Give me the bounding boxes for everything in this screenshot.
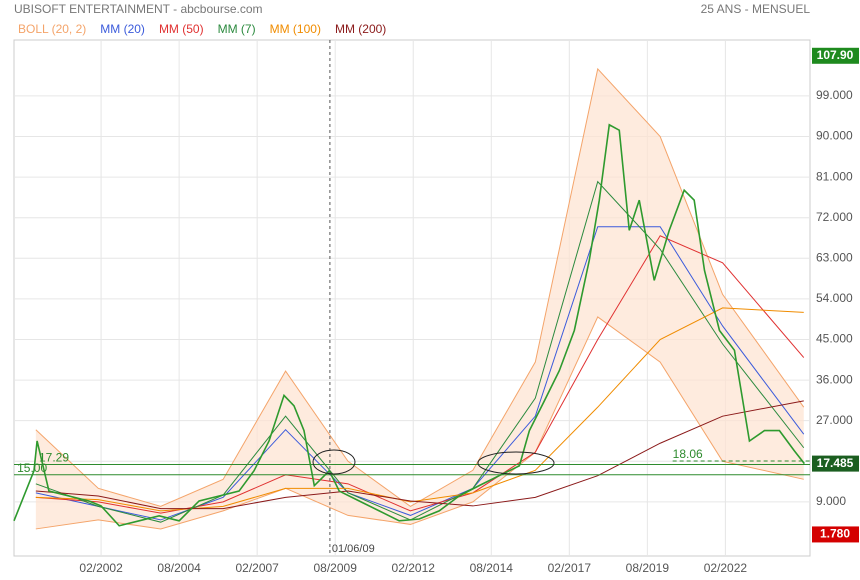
price-line [13,123,806,527]
moving-average [35,400,804,510]
legend-entry: MM (50) [159,22,204,36]
chart-subtitle: 25 ANS - MENSUEL [701,2,811,16]
price-tag [812,455,859,472]
legend-entry: BOLL (20, 2) [18,22,86,36]
bollinger-fill [35,68,804,529]
y-tick-label: 36.000 [816,372,853,386]
x-tick-label: 02/2022 [704,561,748,575]
y-tick-label: 99.000 [816,88,853,102]
chart-title: UBISOFT ENTERTAINMENT - abcbourse.com [14,2,263,16]
x-tick-label: 08/2004 [157,561,201,575]
x-tick-label: 08/2014 [470,561,514,575]
bollinger-upper [35,67,805,507]
bollinger-lower [35,316,804,530]
x-tick-label: 02/2012 [392,561,436,575]
y-tick-label: 27.000 [816,413,853,427]
legend-entry: MM (100) [270,22,321,36]
price-tag-label: 17.485 [817,456,854,470]
y-tick-label: 90.000 [816,129,853,143]
level-label: 17.29 [39,451,69,465]
price-tag-label: 107.90 [817,48,854,62]
x-tick-label: 02/2007 [235,561,279,575]
x-tick-label: 08/2019 [626,561,670,575]
x-tick-label: 02/2017 [548,561,592,575]
y-tick-label: 81.000 [816,169,853,183]
x-tick-label: 08/2009 [314,561,358,575]
y-tick-label: 45.000 [816,332,853,346]
moving-average [35,226,805,521]
highlight-ellipse [477,451,555,475]
highlight-ellipse [312,449,356,475]
event-label: 01/06/09 [332,543,375,555]
level-label: 15.00 [17,461,47,475]
price-tag [812,47,859,64]
level-label: 18.06 [673,447,703,461]
moving-average [35,307,804,512]
legend-entry: MM (200) [335,22,386,36]
y-tick-label: 9.000 [816,494,846,508]
legend-entry: MM (7) [218,22,256,36]
y-tick-label: 54.000 [816,291,853,305]
y-tick-label: 72.000 [816,210,853,224]
moving-average [35,235,805,514]
x-tick-label: 02/2002 [79,561,123,575]
legend-entry: MM (20) [100,22,145,36]
price-tag-label: 1.780 [820,527,850,541]
y-tick-label: 63.000 [816,250,853,264]
price-tag [812,526,859,543]
